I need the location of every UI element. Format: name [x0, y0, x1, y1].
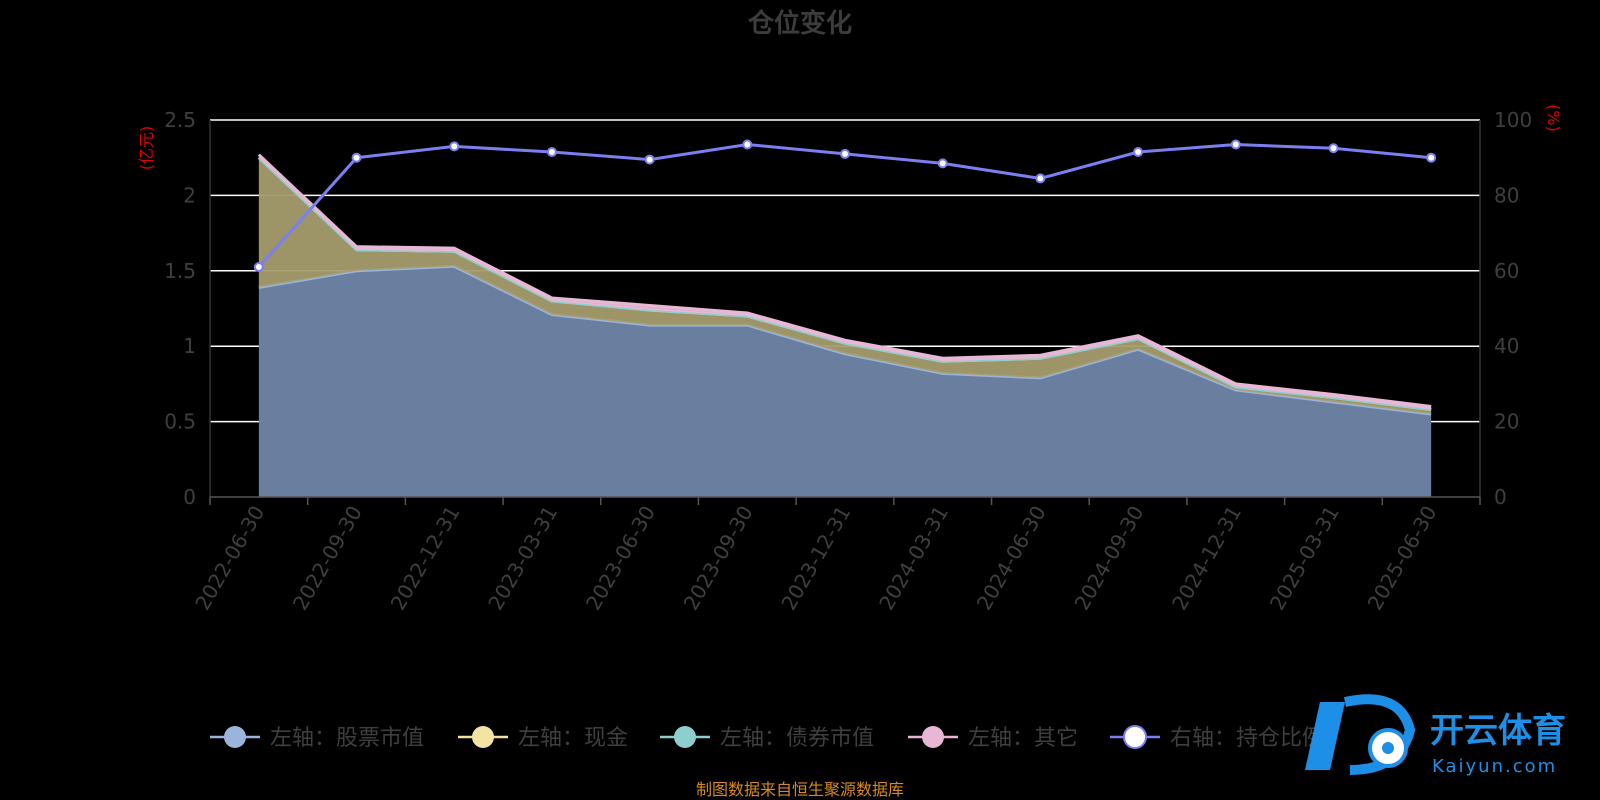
ratio-point [742, 139, 753, 150]
right-axis-ticks: 0 20 40 60 80 100 [1494, 108, 1532, 509]
ratio-point [351, 152, 362, 163]
legend-label: 右轴：持仓比例 [1170, 726, 1324, 751]
legend-marker [922, 726, 944, 748]
legend-label: 左轴：现金 [518, 726, 628, 751]
legend-label: 左轴：债券市值 [720, 726, 874, 751]
source-note: 制图数据来自恒生聚源数据库 [696, 780, 904, 799]
legend-label: 左轴：其它 [968, 726, 1078, 751]
right-axis-unit: (%) [1544, 104, 1563, 132]
x-tick-label: 2023-09-30 [679, 502, 758, 615]
stacked-areas [257, 153, 1432, 497]
x-tick-label: 2024-09-30 [1070, 502, 1149, 615]
ratio-point [644, 154, 655, 165]
ratio-point [1230, 139, 1241, 150]
legend-marker [674, 726, 696, 748]
x-tick-label: 2023-06-30 [581, 502, 660, 615]
x-tick-label: 2022-12-31 [386, 502, 465, 615]
x-axis-ticks: 2022-06-30 2022-09-30 2022-12-31 2023-03-31… [190, 502, 1441, 615]
right-tick-label: 100 [1494, 108, 1532, 132]
ratio-point [1035, 173, 1046, 184]
left-axis-unit: (亿元) [137, 126, 156, 171]
left-tick-label: 2 [183, 183, 196, 207]
x-tick-label: 2023-12-31 [776, 502, 855, 615]
x-tick-label: 2024-12-31 [1167, 502, 1246, 615]
left-tick-label: 2.5 [164, 108, 196, 132]
right-tick-label: 60 [1494, 259, 1519, 283]
area-0 [258, 266, 1432, 497]
chart-title: 仓位变化 [747, 8, 852, 39]
left-tick-label: 1 [183, 334, 196, 358]
ratio-point [840, 148, 850, 159]
left-axis-ticks: 0 0.5 1 1.5 2 2.5 [164, 108, 196, 509]
right-tick-label: 80 [1494, 183, 1519, 207]
ratio-point [546, 147, 557, 158]
legend-marker [1123, 725, 1147, 749]
ratio-point [937, 158, 948, 169]
ratio-point [253, 262, 264, 273]
x-tick-label: 2022-06-30 [190, 502, 269, 615]
x-tick-label: 2025-03-31 [1265, 502, 1344, 615]
x-tick-label: 2022-09-30 [288, 502, 367, 615]
left-tick-label: 0.5 [164, 410, 196, 434]
kaiyun-logo-icon [1305, 694, 1416, 775]
left-tick-label: 0 [183, 485, 196, 509]
legend-marker [472, 726, 494, 748]
watermark-brand: 开云体育 [1430, 711, 1566, 751]
left-tick-label: 1.5 [164, 259, 196, 283]
x-tick-label: 2025-06-30 [1363, 502, 1442, 615]
kaiyun-watermark: 开云体育 Kaiyun.com [1305, 694, 1566, 777]
legend: 左轴：股票市值 左轴：现金 左轴：债券市值 左轴：其它 右轴：持仓比例 [210, 725, 1324, 751]
x-tick-label: 2024-06-30 [972, 502, 1051, 615]
right-tick-label: 40 [1494, 334, 1519, 358]
right-tick-label: 0 [1494, 485, 1507, 509]
ratio-point [1328, 143, 1339, 154]
axes [209, 120, 1481, 505]
ratio-point [449, 141, 460, 152]
watermark-site: Kaiyun.com [1432, 756, 1557, 777]
series-lines [253, 139, 1437, 273]
ratio-point [1133, 147, 1144, 158]
ratio-point [1426, 152, 1437, 163]
x-tick-label: 2023-03-31 [483, 502, 562, 615]
legend-marker [224, 726, 246, 748]
legend-label: 左轴：股票市值 [270, 726, 424, 751]
right-tick-label: 20 [1494, 410, 1519, 434]
area-line-3 [257, 153, 1432, 409]
x-tick-label: 2024-03-31 [874, 502, 953, 615]
